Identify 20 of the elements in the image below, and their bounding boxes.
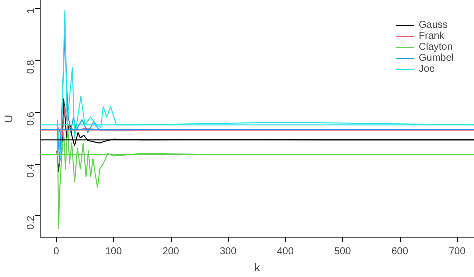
x-tick-label: 600 — [392, 246, 409, 258]
x-tick-label: 400 — [277, 246, 294, 258]
x-tick-label: 300 — [220, 246, 238, 258]
y-tick-label: 1 — [26, 8, 37, 14]
legend-label: Frank — [418, 31, 445, 42]
y-tick-label: 0.2 — [26, 216, 37, 230]
y-tick-label: 0.8 — [26, 60, 37, 74]
legend-label: Joe — [418, 64, 436, 75]
y-tick-label: 0.4 — [26, 164, 37, 178]
legend-label: Clayton — [418, 42, 453, 53]
y-tick-label: 0.6 — [26, 112, 37, 126]
legend-label: Gauss — [418, 20, 448, 31]
x-tick-label: 100 — [105, 246, 123, 258]
y-axis-title: U — [4, 114, 16, 123]
x-axis-title: k — [254, 262, 261, 274]
x-tick-label: 700 — [448, 246, 466, 258]
x-tick-label: 0 — [54, 246, 60, 258]
x-tick-label: 200 — [162, 246, 180, 258]
legend-label: Gumbel — [418, 53, 454, 64]
x-tick-label: 500 — [334, 246, 352, 258]
